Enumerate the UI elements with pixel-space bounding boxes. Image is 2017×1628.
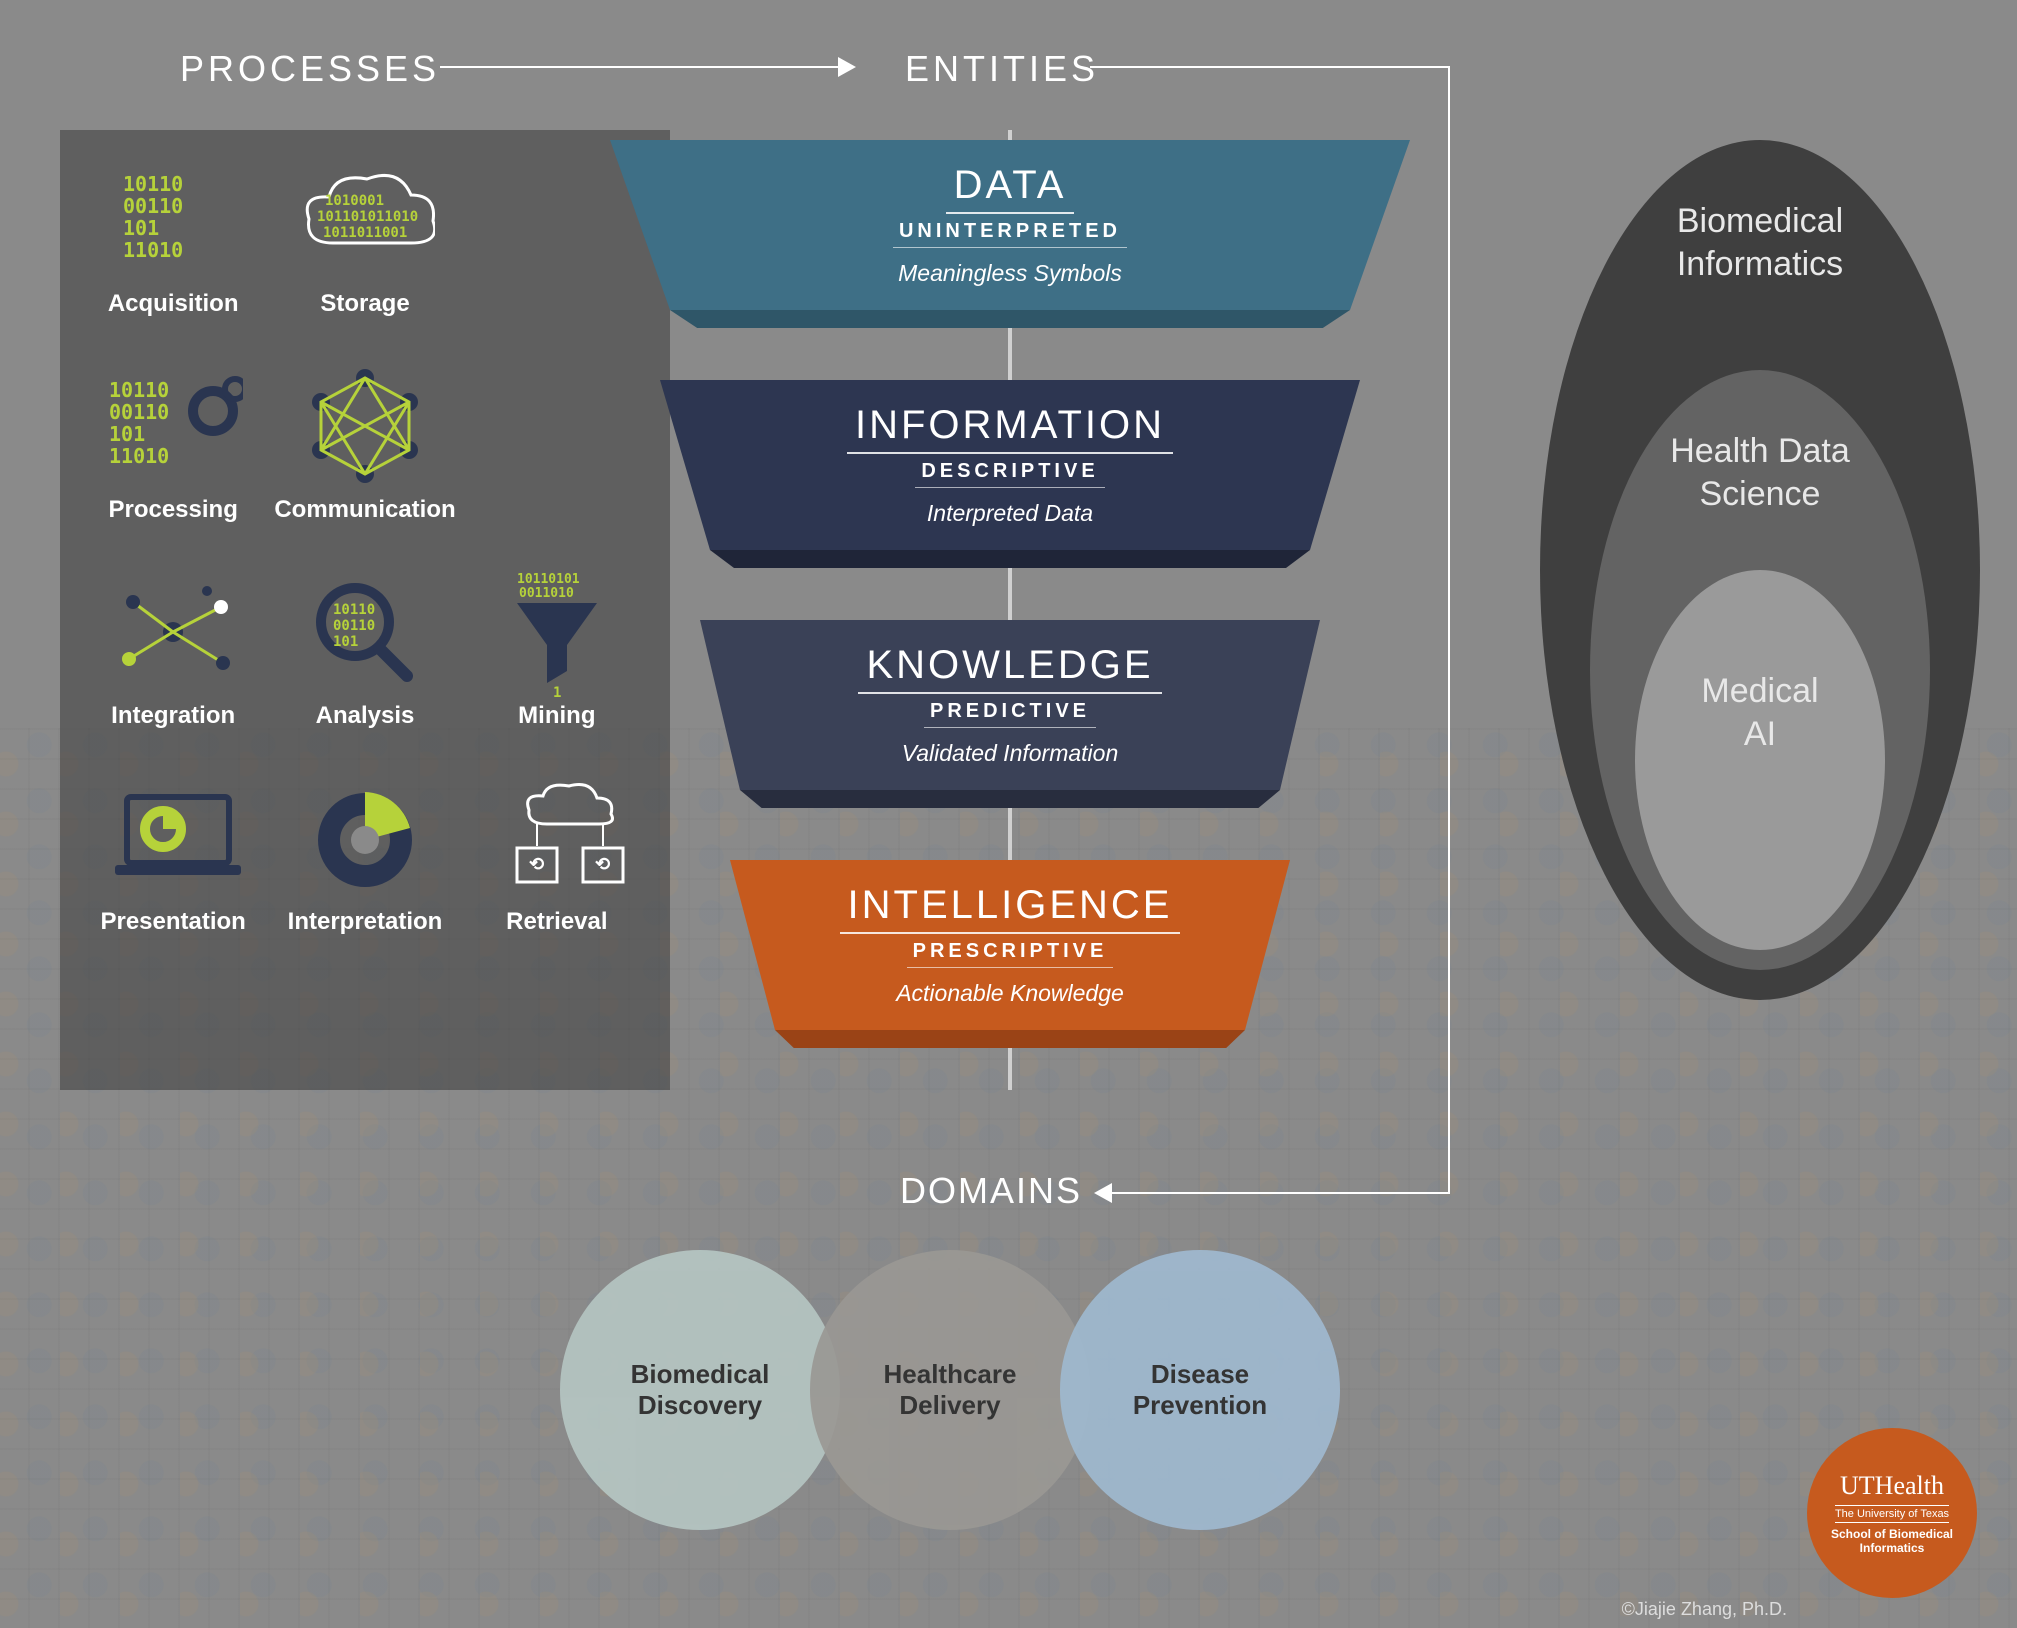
funnel-block-information: INFORMATION DESCRIPTIVE Interpreted Data (660, 380, 1360, 568)
header-entities: ENTITIES (905, 48, 1099, 90)
network-icon (295, 366, 435, 486)
ellipse-label: Health DataScience (1670, 430, 1850, 515)
funnel-subtitle: DESCRIPTIVE (915, 460, 1104, 488)
svg-text:1011011001: 1011011001 (323, 225, 407, 241)
process-label: Presentation (100, 908, 245, 936)
funnel-block-data: DATA UNINTERPRETED Meaningless Symbols (610, 140, 1410, 328)
svg-text:101101011010: 101101011010 (317, 209, 418, 225)
svg-text:101: 101 (333, 634, 358, 650)
funnel-title: INFORMATION (847, 403, 1173, 454)
funnel-edge (710, 550, 1310, 568)
laptop-icon (103, 778, 243, 898)
svg-text:⟲: ⟲ (529, 854, 544, 875)
process-interpretation: Interpretation (274, 778, 455, 936)
svg-text:00110: 00110 (333, 618, 375, 634)
funnel-desc: Validated Information (902, 740, 1119, 767)
process-analysis: 1011000110101 Analysis (274, 572, 455, 730)
binary-gear-icon: 101100011010111010 (103, 366, 243, 486)
connector-line (1448, 66, 1450, 1194)
header-domains: DOMAINS (900, 1170, 1082, 1212)
funnel-edge (740, 790, 1280, 808)
nested-ellipse: BiomedicalInformatics Health DataScience M… (1540, 140, 1980, 1000)
funnel-desc: Interpreted Data (927, 500, 1093, 527)
domain-label: BiomedicalDiscovery (631, 1359, 770, 1421)
processes-panel: 101100011010111010Acquisition10100011011… (60, 130, 670, 1090)
logo-title: UTHealth (1840, 1471, 1944, 1501)
magnify-icon: 1011000110101 (295, 572, 435, 692)
funnel-title: DATA (946, 163, 1075, 214)
domain-disease: DiseasePrevention (1060, 1250, 1340, 1530)
domain-label: HealthcareDelivery (884, 1359, 1017, 1421)
process-label: Storage (320, 290, 409, 318)
uthealth-logo: UTHealth The University of Texas School … (1807, 1428, 1977, 1598)
process-acquisition: 101100011010111010 Acquisition (84, 160, 262, 318)
svg-text:10110: 10110 (109, 378, 169, 402)
funnel-desc: Actionable Knowledge (896, 980, 1124, 1007)
process-processing: 101100011010111010 Processing (84, 366, 262, 524)
logo-sub: The University of Texas (1835, 1505, 1949, 1523)
svg-text:10110: 10110 (123, 172, 183, 196)
svg-text:1010001: 1010001 (325, 193, 384, 209)
arrow-processes-entities (440, 66, 840, 68)
svg-text:11010: 11010 (109, 444, 169, 468)
funnel-edge (775, 1030, 1245, 1048)
ellipse-label: BiomedicalInformatics (1677, 200, 1843, 285)
funnel-subtitle: PRESCRIPTIVE (907, 940, 1114, 968)
funnel-block-intelligence: INTELLIGENCE PRESCRIPTIVE Actionable Kno… (730, 860, 1290, 1048)
nodes-icon (103, 572, 243, 692)
svg-text:10110101: 10110101 (517, 572, 580, 587)
ellipse-medical: MedicalAI (1635, 570, 1885, 950)
process-label: Integration (111, 702, 235, 730)
connector-line (1090, 66, 1450, 68)
funnel-block-knowledge: KNOWLEDGE PREDICTIVE Validated Informati… (700, 620, 1320, 808)
process-label: Communication (274, 496, 455, 524)
funnel-desc: Meaningless Symbols (898, 260, 1122, 287)
svg-text:00110: 00110 (123, 194, 183, 218)
process-integration: Integration (84, 572, 262, 730)
svg-text:0011010: 0011010 (519, 586, 574, 601)
funnel-title: KNOWLEDGE (858, 643, 1161, 694)
funnel-subtitle: PREDICTIVE (924, 700, 1096, 728)
domain-label: DiseasePrevention (1133, 1359, 1267, 1421)
domain-biomedical: BiomedicalDiscovery (560, 1250, 840, 1530)
svg-text:11010: 11010 (123, 238, 183, 262)
svg-text:10110: 10110 (333, 602, 375, 618)
funnel-edge (670, 310, 1350, 328)
credit-text: ©Jiajie Zhang, Ph.D. (1622, 1599, 1787, 1620)
process-label: Interpretation (288, 908, 443, 936)
process-communication: Communication (274, 366, 455, 524)
svg-text:00110: 00110 (109, 400, 169, 424)
process-presentation: Presentation (84, 778, 262, 936)
logo-school: School of Biomedical Informatics (1817, 1527, 1967, 1555)
svg-text:101: 101 (123, 216, 159, 240)
domains-circles: BiomedicalDiscovery HealthcareDelivery Dis… (560, 1230, 1460, 1570)
process-label: Processing (108, 496, 237, 524)
process-storage: 10100011011010110101011011001 Storage (274, 160, 455, 318)
binary-icon: 101100011010111010 (103, 160, 243, 280)
cloud-binary-icon: 10100011011010110101011011001 (295, 160, 435, 280)
svg-text:101: 101 (109, 422, 145, 446)
connector-arrow-domains (1110, 1192, 1450, 1194)
funnel-title: INTELLIGENCE (840, 883, 1181, 934)
header-processes: PROCESSES (180, 48, 440, 90)
entities-funnel: DATA UNINTERPRETED Meaningless Symbols I… (580, 130, 1440, 1100)
svg-text:1: 1 (553, 685, 561, 697)
ellipse-label: MedicalAI (1701, 670, 1818, 755)
process-label: Analysis (316, 702, 415, 730)
funnel-subtitle: UNINTERPRETED (893, 220, 1127, 248)
domain-healthcare: HealthcareDelivery (810, 1250, 1090, 1530)
process-label: Acquisition (108, 290, 239, 318)
donut-icon (295, 778, 435, 898)
